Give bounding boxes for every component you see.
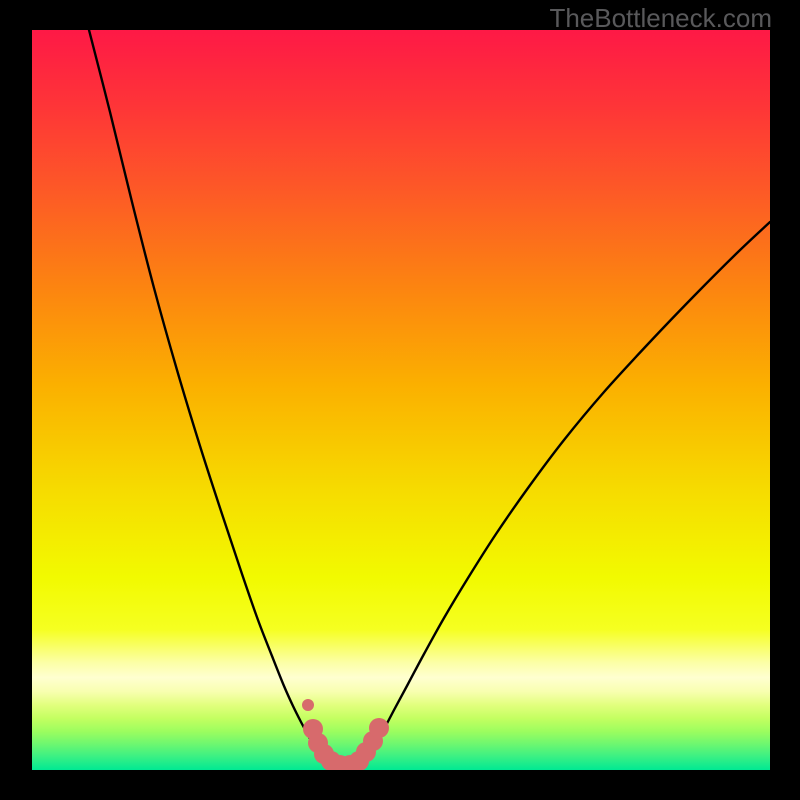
trough-marker-dot [302, 699, 314, 711]
chart-svg [32, 30, 770, 770]
watermark-text: TheBottleneck.com [549, 3, 772, 34]
chart-plot-area [32, 30, 770, 770]
trough-marker-blob [369, 718, 389, 738]
gradient-background [32, 30, 770, 770]
